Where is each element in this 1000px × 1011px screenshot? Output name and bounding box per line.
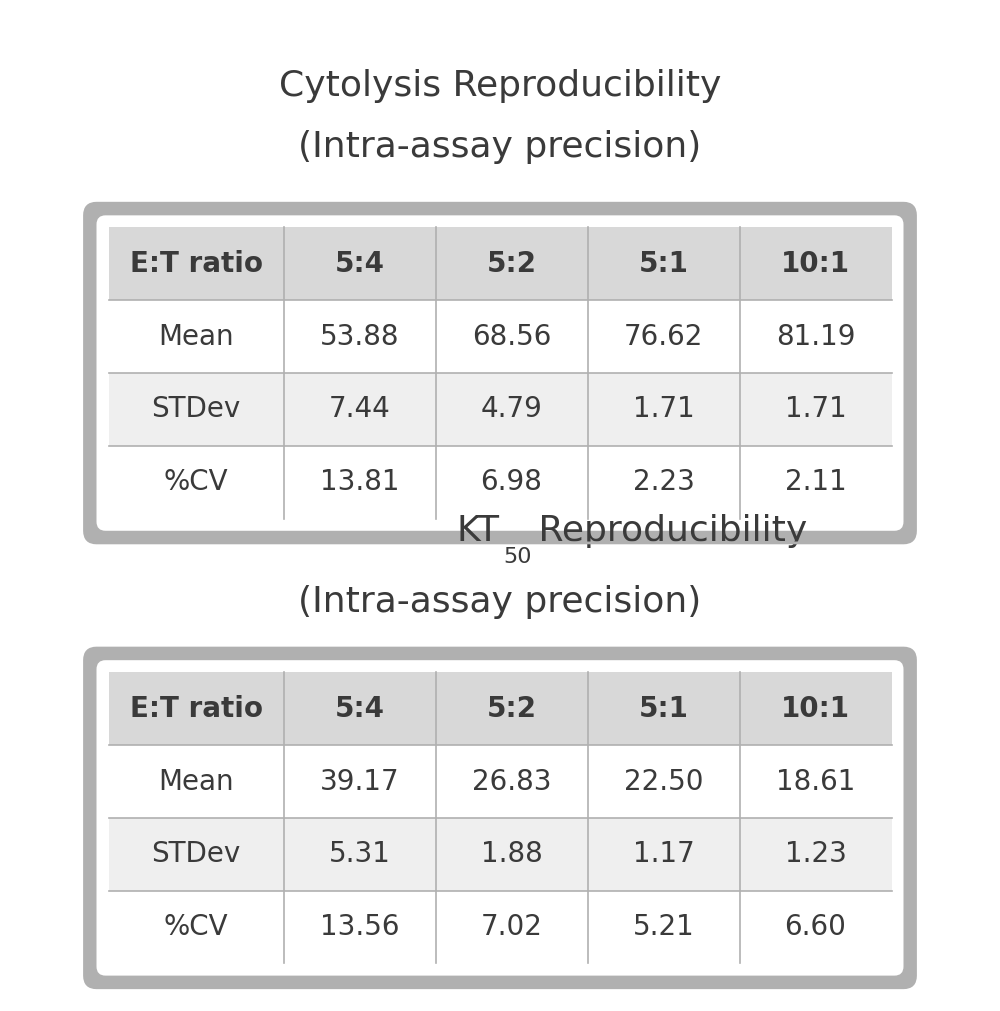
Bar <box>740 672 892 745</box>
Text: 5:1: 5:1 <box>639 695 688 723</box>
Text: 26.83: 26.83 <box>472 767 551 796</box>
Text: 76.62: 76.62 <box>624 323 703 351</box>
Bar <box>588 227 740 300</box>
Text: Mean: Mean <box>158 323 234 351</box>
Bar <box>740 373 892 446</box>
Bar <box>109 891 284 963</box>
Bar <box>588 745 740 818</box>
Text: E:T ratio: E:T ratio <box>130 695 262 723</box>
Text: 5.31: 5.31 <box>329 840 390 868</box>
Bar <box>740 818 892 891</box>
Text: 7.02: 7.02 <box>481 913 542 941</box>
Bar <box>284 672 436 745</box>
Bar <box>284 745 436 818</box>
Bar <box>109 672 284 745</box>
Text: Mean: Mean <box>158 767 234 796</box>
Bar <box>109 818 284 891</box>
Bar <box>284 818 436 891</box>
Bar <box>109 446 284 519</box>
Text: %CV: %CV <box>164 913 228 941</box>
Bar <box>436 672 588 745</box>
Text: 5.21: 5.21 <box>633 913 694 941</box>
Bar <box>436 300 588 373</box>
FancyBboxPatch shape <box>97 215 904 531</box>
Text: (Intra-assay precision): (Intra-assay precision) <box>298 129 702 164</box>
Bar <box>588 672 740 745</box>
Text: 39.17: 39.17 <box>320 767 399 796</box>
Text: 1.88: 1.88 <box>481 840 542 868</box>
Bar <box>109 300 284 373</box>
Text: 1.23: 1.23 <box>785 840 846 868</box>
Text: 10:1: 10:1 <box>781 250 850 278</box>
Bar <box>284 300 436 373</box>
Text: 81.19: 81.19 <box>776 323 855 351</box>
Text: 68.56: 68.56 <box>472 323 551 351</box>
Bar <box>109 745 284 818</box>
Bar <box>436 818 588 891</box>
Text: 1.71: 1.71 <box>633 395 694 424</box>
Text: 6.60: 6.60 <box>785 913 846 941</box>
Text: 5:1: 5:1 <box>639 250 688 278</box>
Text: E:T ratio: E:T ratio <box>130 250 262 278</box>
Bar <box>588 446 740 519</box>
Text: Cytolysis Reproducibility: Cytolysis Reproducibility <box>279 69 721 103</box>
Bar <box>109 227 284 300</box>
Bar <box>588 373 740 446</box>
Text: STDev: STDev <box>151 395 241 424</box>
Text: (Intra-assay precision): (Intra-assay precision) <box>298 584 702 619</box>
FancyBboxPatch shape <box>85 203 916 543</box>
Bar <box>588 300 740 373</box>
Bar <box>436 446 588 519</box>
Text: 10:1: 10:1 <box>781 695 850 723</box>
Bar <box>740 227 892 300</box>
Text: 5:4: 5:4 <box>335 250 385 278</box>
Bar <box>740 891 892 963</box>
Bar <box>284 227 436 300</box>
Bar <box>740 300 892 373</box>
Text: 4.79: 4.79 <box>481 395 542 424</box>
Bar <box>436 227 588 300</box>
Text: KT: KT <box>457 514 500 548</box>
Text: 2.11: 2.11 <box>785 468 846 496</box>
Bar <box>109 373 284 446</box>
Text: 1.17: 1.17 <box>633 840 694 868</box>
Bar <box>588 891 740 963</box>
Text: 18.61: 18.61 <box>776 767 855 796</box>
Text: 6.98: 6.98 <box>481 468 542 496</box>
Text: 1.71: 1.71 <box>785 395 846 424</box>
Text: 2.23: 2.23 <box>633 468 694 496</box>
Bar <box>588 818 740 891</box>
Bar <box>284 373 436 446</box>
Text: 5:2: 5:2 <box>486 250 536 278</box>
Text: 50: 50 <box>503 547 532 567</box>
Text: STDev: STDev <box>151 840 241 868</box>
Text: 7.44: 7.44 <box>329 395 390 424</box>
Bar <box>740 446 892 519</box>
Bar <box>436 745 588 818</box>
Bar <box>436 373 588 446</box>
FancyBboxPatch shape <box>85 648 916 988</box>
Bar <box>284 446 436 519</box>
Text: 53.88: 53.88 <box>320 323 399 351</box>
FancyBboxPatch shape <box>97 660 904 976</box>
Text: 5:4: 5:4 <box>335 695 385 723</box>
Bar <box>740 745 892 818</box>
Bar <box>436 891 588 963</box>
Text: %CV: %CV <box>164 468 228 496</box>
Text: 13.81: 13.81 <box>320 468 399 496</box>
Text: 13.56: 13.56 <box>320 913 399 941</box>
Text: 5:2: 5:2 <box>486 695 536 723</box>
Bar <box>284 891 436 963</box>
Text: Reproducibility: Reproducibility <box>527 514 807 548</box>
Text: 22.50: 22.50 <box>624 767 703 796</box>
